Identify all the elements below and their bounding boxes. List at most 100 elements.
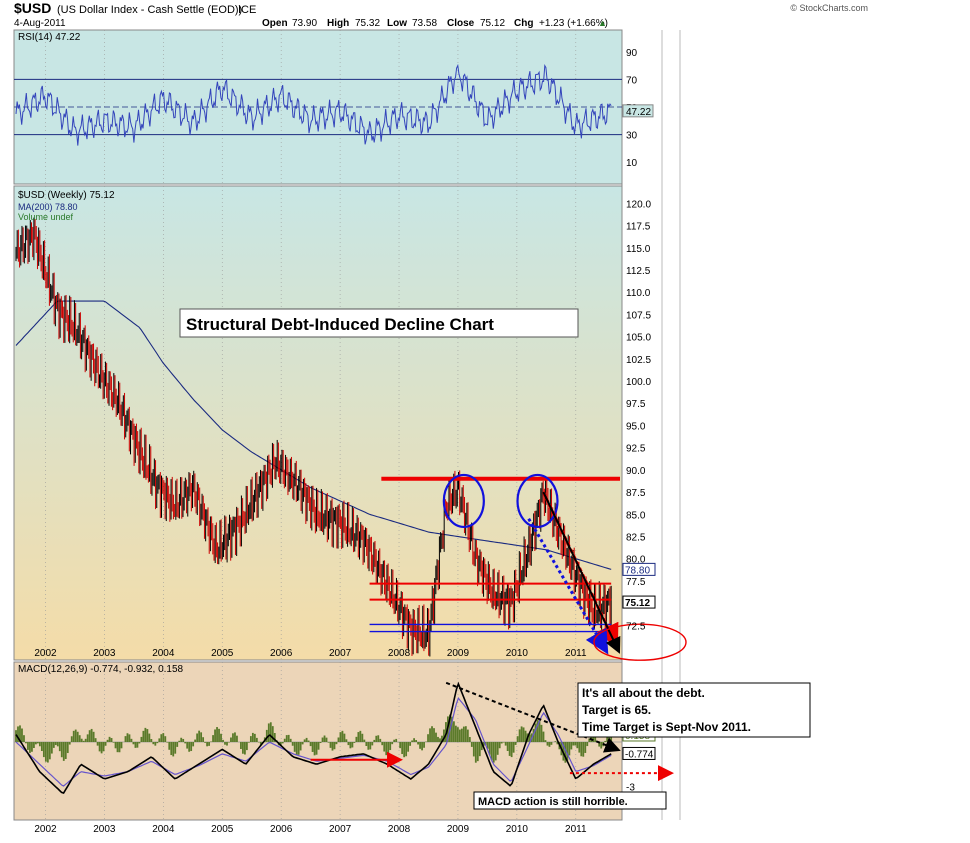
- macd-histogram-bar: [246, 742, 248, 750]
- macd-histogram-bar: [600, 742, 602, 749]
- macd-histogram-bar: [250, 736, 252, 742]
- macd-histogram-bar: [298, 742, 300, 755]
- macd-histogram-bar: [511, 742, 513, 757]
- price-y-tick-label: 107.5: [626, 310, 651, 321]
- macd-histogram-bar: [73, 731, 75, 742]
- macd-annotation-text: MACD action is still horrible.: [478, 796, 628, 808]
- price-y-tick-label: 117.5: [626, 222, 651, 233]
- macd-histogram-bar: [166, 742, 168, 743]
- macd-histogram-bar: [306, 738, 308, 742]
- macd-histogram-bar: [224, 742, 226, 745]
- macd-histogram-bar: [89, 730, 91, 742]
- x-tick-label-macd: 2004: [152, 824, 175, 835]
- x-tick-label-price: 2004: [152, 648, 175, 659]
- macd-histogram-bar: [379, 739, 381, 742]
- macd-histogram-bar: [31, 742, 33, 752]
- price-y-tick-label: 102.5: [626, 355, 651, 366]
- x-tick-label-price: 2011: [565, 648, 587, 659]
- macd-histogram-bar: [216, 727, 218, 742]
- macd-histogram-bar: [65, 742, 67, 759]
- macd-histogram-bar: [27, 742, 29, 750]
- macd-histogram-bar: [164, 736, 166, 742]
- price-y-tick-label: 72.5: [626, 621, 646, 632]
- macd-histogram-bar: [407, 742, 409, 752]
- macd-histogram-bar: [582, 742, 584, 757]
- macd-histogram-bar: [336, 742, 338, 744]
- macd-histogram-bar: [176, 742, 178, 747]
- price-y-tick-label: 105.0: [626, 333, 651, 344]
- macd-histogram-bar: [198, 731, 200, 742]
- open-label: Open: [262, 18, 288, 29]
- macd-histogram-bar: [59, 742, 61, 751]
- rsi-legend-text: RSI(14) 47.22: [18, 32, 81, 43]
- macd-histogram-bar: [413, 738, 415, 742]
- macd-histogram-bar: [330, 742, 332, 748]
- macd-histogram-bar: [152, 742, 154, 744]
- macd-histogram-bar: [87, 734, 89, 742]
- macd-histogram-bar: [359, 731, 361, 742]
- price-legend-volume: Volume undef: [18, 212, 74, 222]
- macd-histogram-bar: [551, 742, 553, 745]
- price-panel: [14, 186, 622, 660]
- macd-histogram-bar: [85, 739, 87, 742]
- macd-histogram-bar: [547, 742, 549, 746]
- macd-histogram-bar: [270, 722, 272, 742]
- macd-histogram-bar: [107, 740, 109, 742]
- macd-histogram-bar: [75, 730, 77, 742]
- macd-histogram-bar: [570, 742, 572, 749]
- macd-histogram-bar: [435, 733, 437, 742]
- macd-histogram-bar: [344, 734, 346, 742]
- date: 4-Aug-2011: [14, 18, 66, 29]
- price-y-tick-label: 82.5: [626, 533, 646, 544]
- macd-histogram-bar: [192, 742, 194, 746]
- macd-histogram-bar: [69, 742, 71, 745]
- macd-histogram-bar: [232, 733, 234, 742]
- macd-histogram-bar: [469, 737, 471, 742]
- macd-histogram-bar: [517, 736, 519, 742]
- macd-histogram-bar: [383, 742, 385, 752]
- macd-histogram-bar: [541, 725, 543, 742]
- macd-histogram-bar: [158, 738, 160, 742]
- macd-histogram-bar: [401, 742, 403, 754]
- macd-histogram-bar: [156, 742, 158, 743]
- macd-histogram-bar: [355, 737, 357, 742]
- macd-histogram-bar: [141, 737, 143, 742]
- macd-histogram-bar: [119, 742, 121, 752]
- macd-histogram-bar: [513, 742, 515, 753]
- macd-histogram-bar: [168, 742, 170, 750]
- annotation-line-1: It's all about the debt.: [582, 686, 705, 700]
- x-tick-label-macd: 2003: [93, 824, 116, 835]
- macd-histogram-bar: [35, 742, 37, 744]
- macd-histogram-bar: [228, 742, 230, 743]
- macd-histogram-bar: [131, 739, 133, 742]
- macd-histogram-bar: [284, 739, 286, 742]
- rsi-y-tick-label: 90: [626, 48, 638, 59]
- macd-histogram-bar: [194, 740, 196, 742]
- macd-histogram-bar: [586, 742, 588, 746]
- x-tick-label-macd: 2011: [565, 824, 587, 835]
- macd-histogram-bar: [572, 742, 574, 745]
- price-y-tick-label: 85.0: [626, 510, 646, 521]
- macd-histogram-bar: [463, 727, 465, 742]
- macd-histogram-bar: [342, 731, 344, 742]
- x-tick-label-price: 2003: [93, 648, 116, 659]
- macd-histogram-bar: [340, 732, 342, 742]
- macd-histogram-bar: [93, 732, 95, 742]
- open-value: 73.90: [292, 18, 317, 29]
- macd-histogram-bar: [409, 742, 411, 746]
- macd-histogram-bar: [272, 726, 274, 742]
- macd-histogram-bar: [473, 742, 475, 756]
- macd-histogram-bar: [125, 736, 127, 742]
- macd-histogram-bar: [101, 742, 103, 753]
- macd-histogram-bar: [385, 742, 387, 755]
- price-legend-series: $USD (Weekly) 75.12: [18, 190, 115, 201]
- macd-histogram-bar: [154, 742, 156, 746]
- macd-histogram-bar: [543, 732, 545, 742]
- macd-histogram-bar: [162, 733, 164, 742]
- macd-histogram-bar: [139, 742, 141, 743]
- macd-histogram-bar: [316, 742, 318, 755]
- macd-histogram-bar: [53, 742, 55, 748]
- macd-histogram-bar: [495, 742, 497, 760]
- macd-histogram-bar: [222, 740, 224, 742]
